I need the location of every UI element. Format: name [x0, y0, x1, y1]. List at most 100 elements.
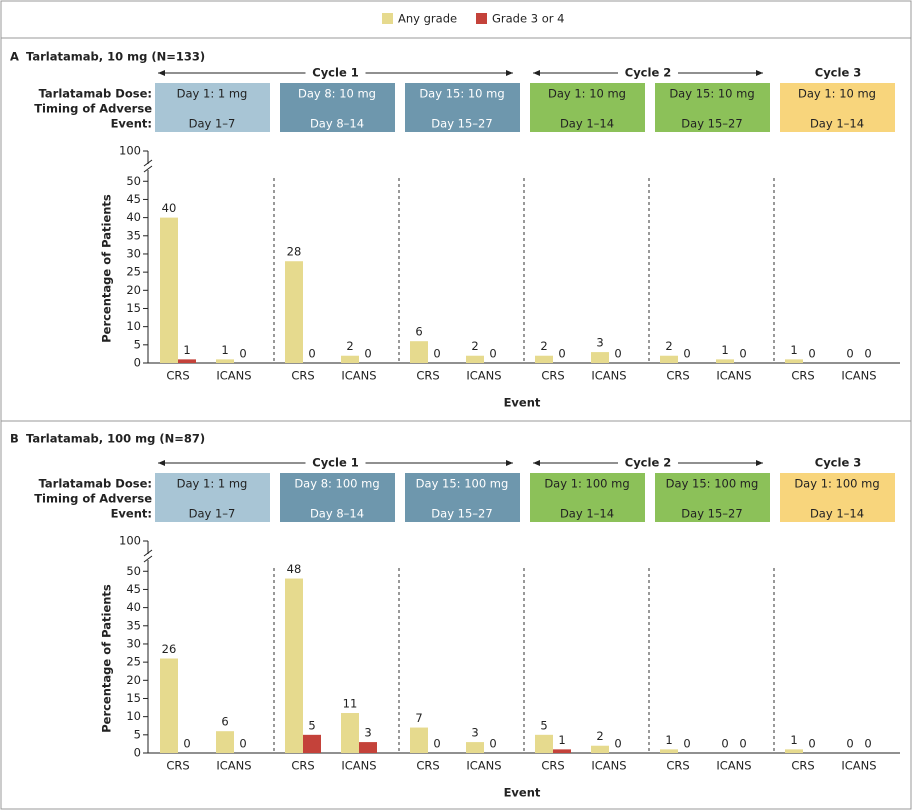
value-label: 0 [433, 347, 440, 361]
bar: Any grade [410, 727, 428, 753]
value-label: 1 [558, 733, 565, 747]
value-label: 5 [540, 718, 547, 732]
period-timing: Day 15–27 [681, 507, 742, 521]
period-timing: Day 1–7 [189, 507, 236, 521]
value-label: 0 [864, 347, 871, 361]
period-timing: Day 15–27 [681, 117, 742, 131]
period-dose: Day 15: 100 mg [416, 477, 509, 491]
period-box [655, 83, 770, 132]
y-tick-label: 35 [126, 228, 141, 242]
period-timing: Day 15–27 [431, 117, 492, 131]
value-label: 0 [721, 737, 728, 751]
value-label: 5 [308, 718, 315, 732]
y-tick-label: 5 [134, 727, 141, 741]
value-label: 0 [864, 737, 871, 751]
value-label: 0 [846, 737, 853, 751]
y-tick-label: 25 [126, 265, 141, 279]
value-label: 0 [364, 347, 371, 361]
period-box [280, 83, 395, 132]
panel-title: Tarlatamab, 10 mg (N=133) [26, 50, 205, 64]
period-box [530, 83, 645, 132]
x-axis-label: Event [504, 786, 541, 800]
period-dose: Day 1: 1 mg [177, 87, 248, 101]
y-tick-label: 50 [126, 174, 141, 188]
legend-swatch [382, 13, 393, 24]
value-label: 1 [721, 343, 728, 357]
y-tick-label: 0 [134, 746, 141, 760]
value-label: 28 [287, 245, 302, 259]
cycle-label: Cycle 2 [625, 456, 672, 470]
y-tick-label: 5 [134, 337, 141, 351]
period-box [655, 473, 770, 522]
x-tick-label: CRS [541, 759, 564, 773]
legend-swatch [476, 13, 487, 24]
bar: Any grade [160, 217, 178, 363]
y-tick-label: 20 [126, 673, 141, 687]
period-dose: Day 15: 10 mg [669, 87, 754, 101]
period-timing: Day 1–14 [810, 117, 864, 131]
panel-label: B [10, 432, 19, 446]
value-label: 2 [540, 339, 547, 353]
x-tick-label: ICANS [841, 759, 876, 773]
x-tick-label: ICANS [466, 759, 501, 773]
cycle-label: Cycle 1 [312, 456, 359, 470]
value-label: 0 [846, 347, 853, 361]
period-timing: Day 1–14 [560, 507, 614, 521]
period-box [155, 473, 270, 522]
bar: Grade 3 or 4 [178, 359, 196, 363]
cycle-label: Cycle 3 [815, 66, 862, 80]
y-tick-label: 100 [119, 144, 141, 158]
axis-break [143, 555, 153, 563]
value-label: 26 [162, 642, 177, 656]
value-label: 3 [596, 336, 603, 350]
bar: Any grade [216, 731, 234, 753]
value-label: 0 [614, 347, 621, 361]
value-label: 0 [489, 347, 496, 361]
y-axis-label: Percentage of Patients [100, 584, 114, 733]
panel-title: Tarlatamab, 100 mg (N=87) [26, 432, 205, 446]
bar: Any grade [160, 658, 178, 753]
y-tick-label: 10 [126, 319, 141, 333]
bar: Any grade [216, 359, 234, 363]
value-label: 1 [183, 343, 190, 357]
y-tick-label: 30 [126, 636, 141, 650]
y-tick-label: 10 [126, 709, 141, 723]
value-label: 0 [183, 737, 190, 751]
header-label: Tarlatamab Dose: [39, 87, 152, 101]
y-tick-label: 35 [126, 618, 141, 632]
header-label: Timing of Adverse [34, 492, 152, 506]
period-box [155, 83, 270, 132]
x-tick-label: CRS [666, 369, 689, 383]
period-box [780, 83, 895, 132]
y-tick-label: 25 [126, 655, 141, 669]
value-label: 0 [739, 737, 746, 751]
bar: Grade 3 or 4 [303, 734, 321, 753]
bar: Any grade [285, 578, 303, 753]
bar: Any grade [410, 341, 428, 363]
bar: Any grade [466, 355, 484, 363]
bar: Any grade [660, 749, 678, 753]
value-label: 0 [239, 737, 246, 751]
x-tick-label: CRS [791, 369, 814, 383]
bar: Any grade [535, 355, 553, 363]
value-label: 0 [558, 347, 565, 361]
value-label: 6 [415, 325, 422, 339]
value-label: 40 [162, 201, 177, 215]
bar: Any grade [285, 261, 303, 363]
x-tick-label: ICANS [716, 759, 751, 773]
axis-break [143, 165, 153, 173]
header-label: Event: [111, 507, 152, 521]
x-tick-label: ICANS [341, 759, 376, 773]
y-tick-label: 45 [126, 192, 141, 206]
period-box [280, 473, 395, 522]
header-label: Timing of Adverse [34, 102, 152, 116]
value-label: 1 [665, 733, 672, 747]
y-tick-label: 40 [126, 600, 141, 614]
header-label: Event: [111, 117, 152, 131]
x-tick-label: CRS [791, 759, 814, 773]
x-tick-label: ICANS [216, 369, 251, 383]
x-tick-label: CRS [291, 759, 314, 773]
x-axis-label: Event [504, 396, 541, 410]
value-label: 1 [221, 343, 228, 357]
